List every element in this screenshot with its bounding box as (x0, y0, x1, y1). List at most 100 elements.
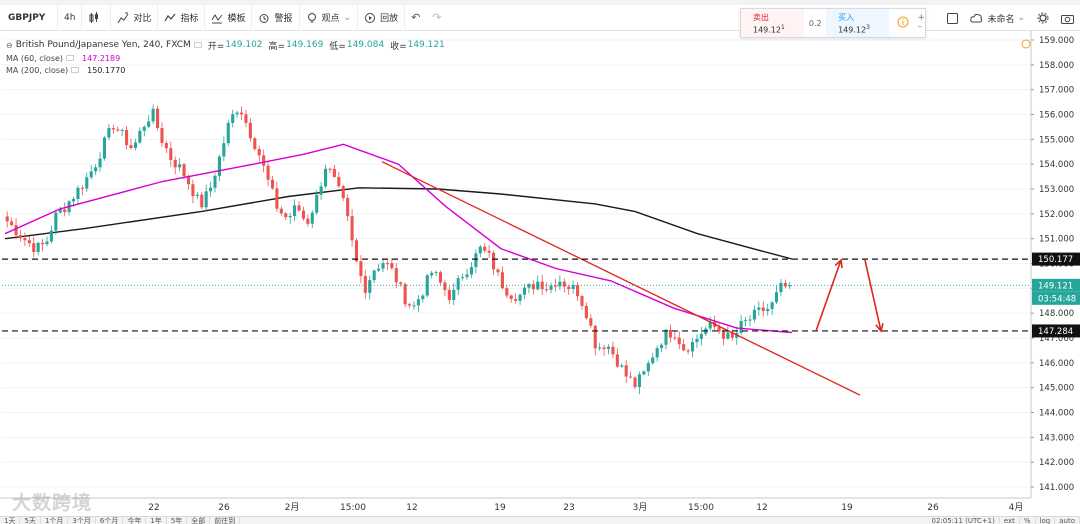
candle-up (425, 273, 429, 298)
candle-body (416, 299, 420, 306)
candle-up (98, 152, 102, 172)
ideas-button[interactable]: 观点 ⌄ (300, 4, 359, 31)
candle-body (293, 205, 297, 216)
price-axis[interactable]: 159.000 158.000 157.000 156.000 155.000 154.0… (1021, 31, 1080, 516)
legend-collapse-icon[interactable]: ⊖ (6, 40, 13, 50)
range-button[interactable]: 1个月 (41, 517, 69, 524)
candle-up (231, 109, 235, 128)
candle-down (496, 267, 500, 277)
interval-button[interactable]: 4h (58, 4, 83, 31)
candle-down (783, 279, 787, 289)
sell-button[interactable]: 卖出 149.121 (741, 9, 805, 37)
price-tick-label: 147.000 (1039, 334, 1074, 344)
scale-toggle-auto[interactable]: auto (1055, 517, 1080, 524)
candle-up (58, 206, 62, 214)
time-tick-label: 2月 (285, 502, 300, 513)
range-button[interactable]: 前往到 (210, 517, 241, 524)
candle-up (757, 301, 761, 316)
candle-body (155, 108, 160, 128)
range-button[interactable]: 5年 (167, 517, 188, 524)
alarm-clock-icon (258, 12, 270, 24)
replay-button[interactable]: 回放 (358, 4, 406, 31)
scale-toggle-ext[interactable]: ext (1000, 517, 1020, 524)
undo-button[interactable]: ↶ (405, 5, 426, 31)
buy-button[interactable]: 买入 149.123 (826, 9, 890, 37)
candle-body (474, 253, 478, 268)
candle-body (642, 371, 646, 375)
price-tick-label: 154.000 (1039, 160, 1074, 170)
candle-body (173, 159, 177, 168)
range-button[interactable]: 3个月 (68, 517, 96, 524)
candle-body (757, 307, 761, 310)
sell-price-sup: 1 (781, 23, 785, 31)
info-icon[interactable] (897, 16, 909, 31)
candle-body (744, 320, 748, 322)
candle-up (522, 283, 527, 300)
candle-down (509, 294, 513, 303)
range-button[interactable]: 5天 (20, 517, 41, 524)
candle-up (293, 199, 297, 221)
candle-up (310, 210, 314, 228)
legend-ma60-settings-icon[interactable] (66, 55, 75, 61)
candle-body (527, 284, 531, 288)
candle-body (89, 171, 93, 178)
candle-down (341, 184, 345, 201)
range-button[interactable]: 6个月 (96, 517, 124, 524)
range-button[interactable]: 今年 (123, 517, 147, 524)
legend-ma200-settings-icon[interactable] (71, 67, 80, 73)
range-button[interactable]: 1年 (146, 517, 167, 524)
legend-ma60-row[interactable]: MA (60, close) 147.2189 (6, 52, 445, 64)
candle-up (195, 191, 199, 200)
arrows-layer (815, 258, 884, 333)
candle-body (699, 333, 703, 339)
candle-down (129, 138, 133, 150)
candle-body (584, 305, 588, 319)
camera-button[interactable] (1055, 5, 1080, 31)
candle-down (297, 200, 301, 212)
time-tick-label: 23 (563, 503, 574, 513)
time-axis[interactable]: 22 26 2月 15:00 12 19 23 3月 15:00 12 19 26 4月 (0, 497, 1080, 516)
scale-toggle-log[interactable]: log (1036, 517, 1056, 524)
candle-up (748, 315, 752, 327)
range-button[interactable]: 1天 (0, 517, 21, 524)
redo-button[interactable]: ↷ (426, 5, 447, 31)
chart-type-button[interactable] (82, 4, 112, 31)
candle-down (173, 156, 177, 175)
watermark-logo: 大数跨境 (12, 492, 93, 514)
candle-up (49, 225, 53, 244)
candle-body (341, 186, 345, 199)
templates-button[interactable]: 模板 (205, 4, 253, 31)
candle-body (297, 205, 301, 211)
compare-button[interactable]: 对比 (111, 4, 159, 31)
candle-up (744, 317, 748, 327)
candle-down (155, 105, 160, 131)
candle-up (147, 115, 151, 129)
scale-toggle-percent[interactable]: % (1020, 517, 1036, 524)
plus-icon[interactable]: + (917, 13, 925, 23)
layout-menu-button[interactable]: 未命名 ⌄ (964, 5, 1031, 31)
price-chart[interactable]: 159.000 158.000 157.000 156.000 155.000 154.0… (0, 31, 1080, 516)
candle-down (576, 281, 580, 301)
candle-body (160, 127, 164, 143)
alert-button[interactable]: 警报 (252, 4, 300, 31)
legend-ma200-row[interactable]: MA (200, close) 150.1770 (6, 64, 445, 76)
symbol-search-button[interactable]: GBPJPY (0, 4, 58, 31)
settings-button[interactable] (1031, 5, 1055, 31)
candle-body (138, 130, 142, 143)
candle-down (301, 206, 305, 221)
fullscreen-button[interactable] (941, 5, 964, 31)
minus-icon[interactable]: – (917, 22, 922, 32)
candle-body (381, 263, 385, 269)
range-button[interactable]: 全部 (187, 517, 211, 524)
candle-up (67, 200, 71, 216)
legend-settings-icon[interactable] (193, 42, 202, 48)
candle-up (642, 370, 646, 376)
candle-body (359, 261, 363, 277)
chevron-down-icon: ⌄ (343, 12, 352, 23)
price-tick-label: 156.000 (1039, 111, 1074, 121)
candle-body (41, 242, 45, 245)
candle-body (191, 184, 195, 197)
indicators-button[interactable]: 指标 (158, 4, 206, 31)
candle-up (107, 124, 111, 141)
candle-down (447, 286, 451, 305)
